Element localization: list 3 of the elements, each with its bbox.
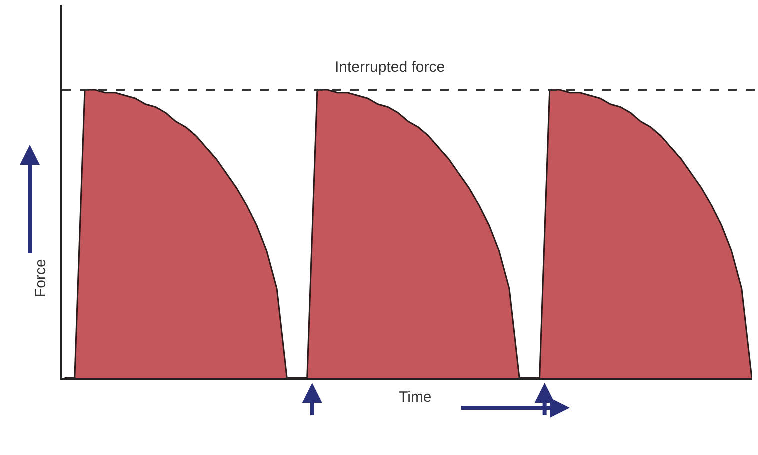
- ref-line-label: Interrupted force: [335, 59, 446, 76]
- x-axis-title: Time: [399, 389, 432, 406]
- y-axis-title: Force: [32, 259, 50, 298]
